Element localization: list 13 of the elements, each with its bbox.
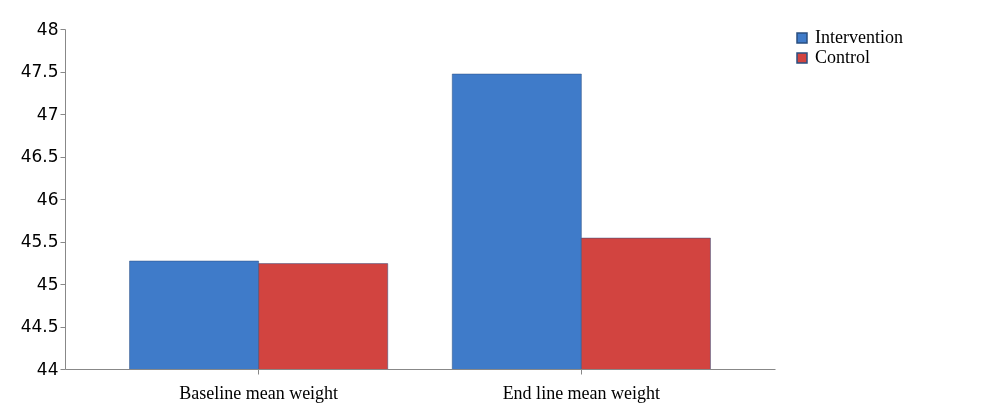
y-tick-label: 46.5	[20, 146, 59, 166]
legend-label: Intervention	[815, 27, 903, 47]
y-tick-label: 46	[36, 188, 59, 209]
y-tick-label: 45.5	[20, 231, 59, 251]
y-tick-label: 47.5	[20, 61, 59, 81]
x-tick-label: Baseline mean weight	[179, 382, 339, 403]
y-tick-label: 44	[36, 358, 59, 379]
x-tick-label: End line mean weight	[502, 382, 661, 403]
y-tick-label: 48	[36, 18, 59, 39]
legend-label: Control	[815, 47, 871, 67]
y-tick-label: 47	[36, 103, 59, 124]
y-tick-label: 45	[36, 273, 59, 294]
y-tick-label: 44.5	[20, 316, 59, 336]
